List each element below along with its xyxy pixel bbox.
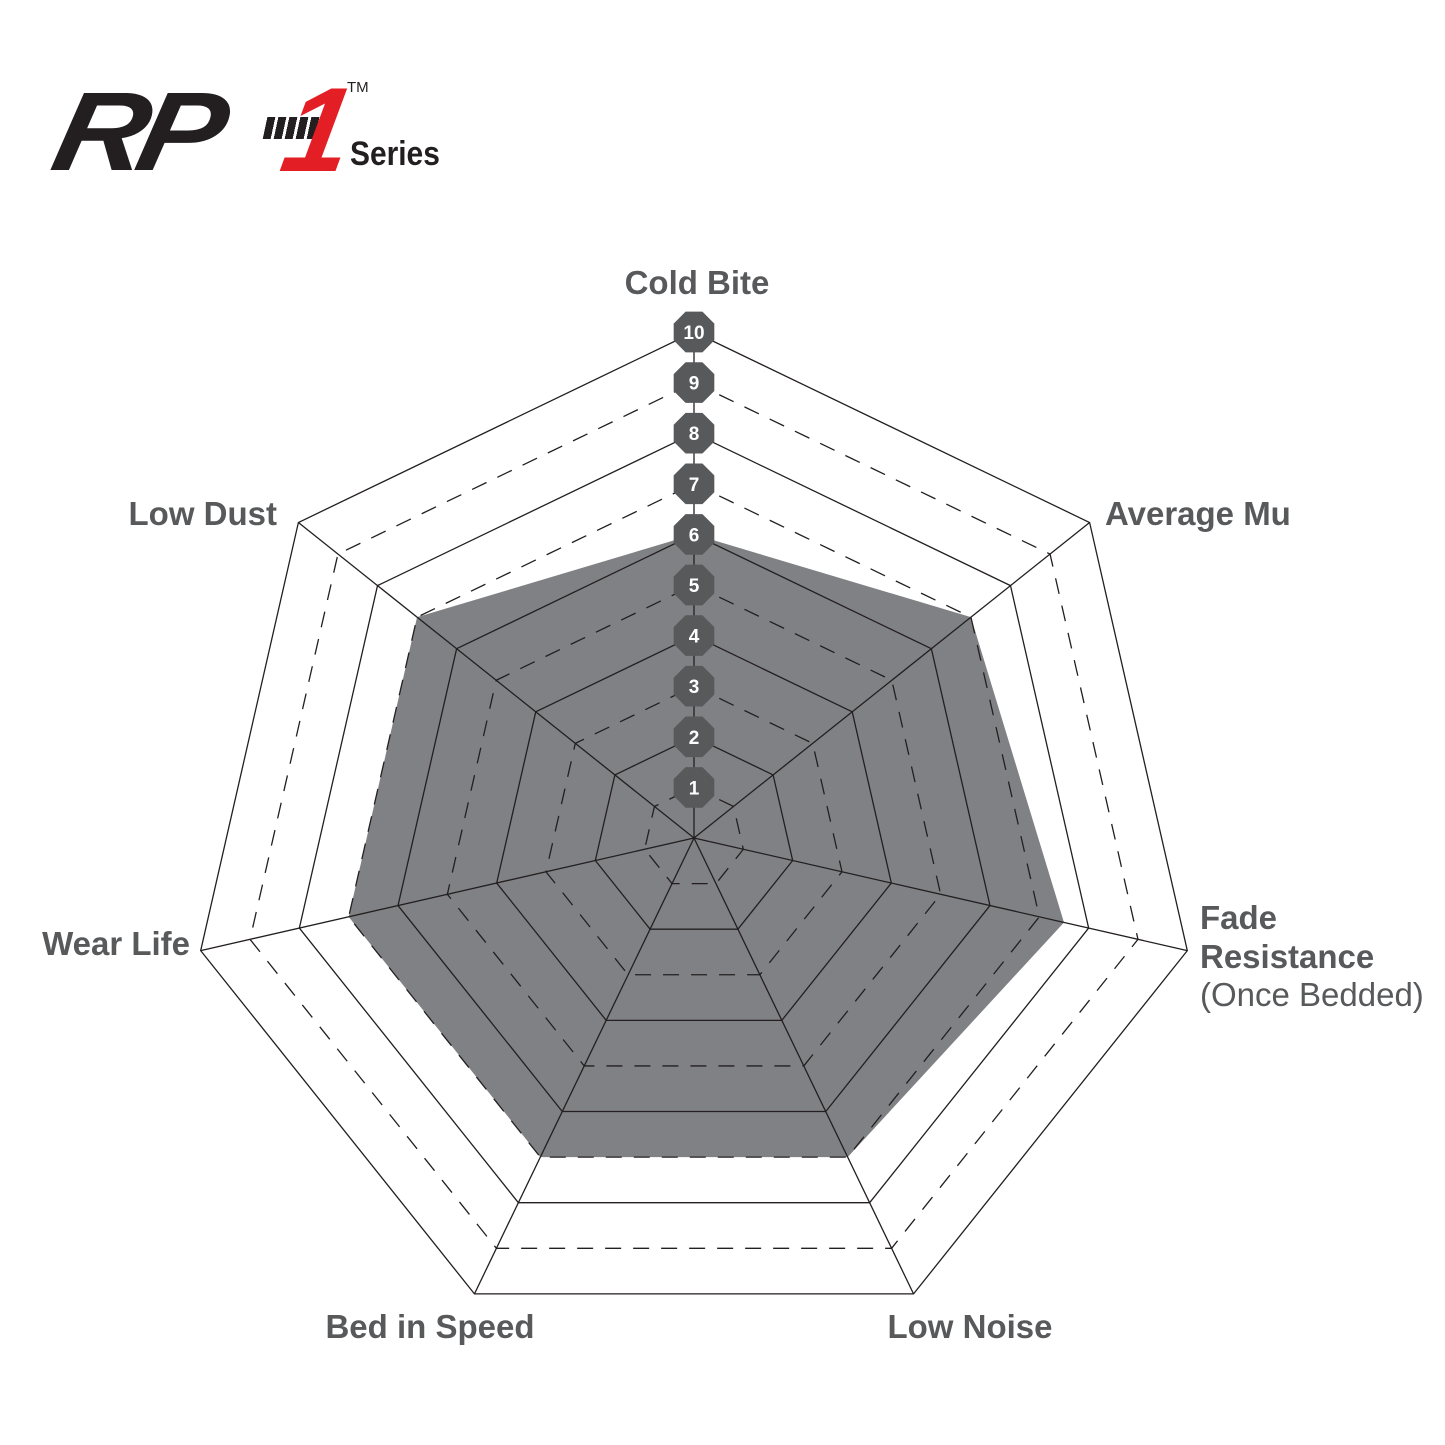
tick-badge — [673, 767, 715, 808]
grid-ring-7 — [347, 483, 1041, 1158]
rp1-series-logo: RP 1 TM Series — [43, 63, 470, 197]
grid-ring-1 — [643, 786, 745, 885]
tick-label: 9 — [689, 374, 700, 395]
tick-badge — [673, 514, 715, 555]
axis-label-wear-life: Wear Life — [42, 925, 190, 962]
axis-label-low-dust: Low Dust — [129, 495, 277, 532]
axis-label-fade-line2: Resistance — [1200, 938, 1374, 975]
grid-ring-9 — [249, 381, 1139, 1249]
axis-label-average-mu: Average Mu — [1105, 495, 1291, 532]
tick-badge — [673, 564, 715, 606]
grid-ring-3 — [545, 685, 843, 976]
logo-trademark: TM — [347, 79, 369, 96]
axis-label-fade-line1: Fade — [1200, 899, 1277, 936]
axis-spoke — [693, 837, 915, 1295]
data-area — [348, 534, 1064, 1158]
tick-badge — [673, 311, 715, 353]
tick-label: 2 — [689, 728, 700, 749]
tick-badge — [673, 412, 715, 454]
axis-label-bed-in-speed: Bed in Speed — [325, 1308, 534, 1345]
tick-label: 7 — [689, 475, 700, 496]
tick-badge — [673, 463, 715, 505]
axis-spoke — [693, 837, 1188, 952]
axis-label-fade-line3: (Once Bedded) — [1200, 976, 1424, 1013]
tick-label: 3 — [689, 677, 700, 698]
tick-badge — [673, 615, 715, 656]
tick-label: 8 — [689, 424, 700, 445]
tick-label: 1 — [689, 778, 700, 799]
tick-badge — [673, 716, 715, 758]
axis-spoke — [693, 522, 1091, 839]
tick-label: 6 — [689, 525, 700, 546]
tick-label: 4 — [689, 627, 700, 648]
axis-spoke — [297, 522, 695, 839]
axis-spoke — [473, 837, 695, 1295]
tick-badge — [673, 362, 715, 403]
axis-spoke — [200, 837, 695, 952]
axis-label-cold-bite: Cold Bite — [625, 264, 770, 301]
tick-label: 5 — [689, 576, 700, 597]
logo-series: Series — [350, 135, 440, 173]
grid-ring-4 — [495, 634, 893, 1022]
grid-ring-2 — [594, 736, 794, 930]
tick-label: 10 — [683, 323, 704, 344]
grid-ring-5 — [446, 584, 942, 1067]
tick-badge — [673, 665, 715, 707]
grid-ring-6 — [397, 533, 991, 1113]
axis-label-low-noise: Low Noise — [887, 1308, 1052, 1345]
grid-ring-10 — [199, 331, 1189, 1295]
grid-ring-8 — [298, 432, 1090, 1204]
